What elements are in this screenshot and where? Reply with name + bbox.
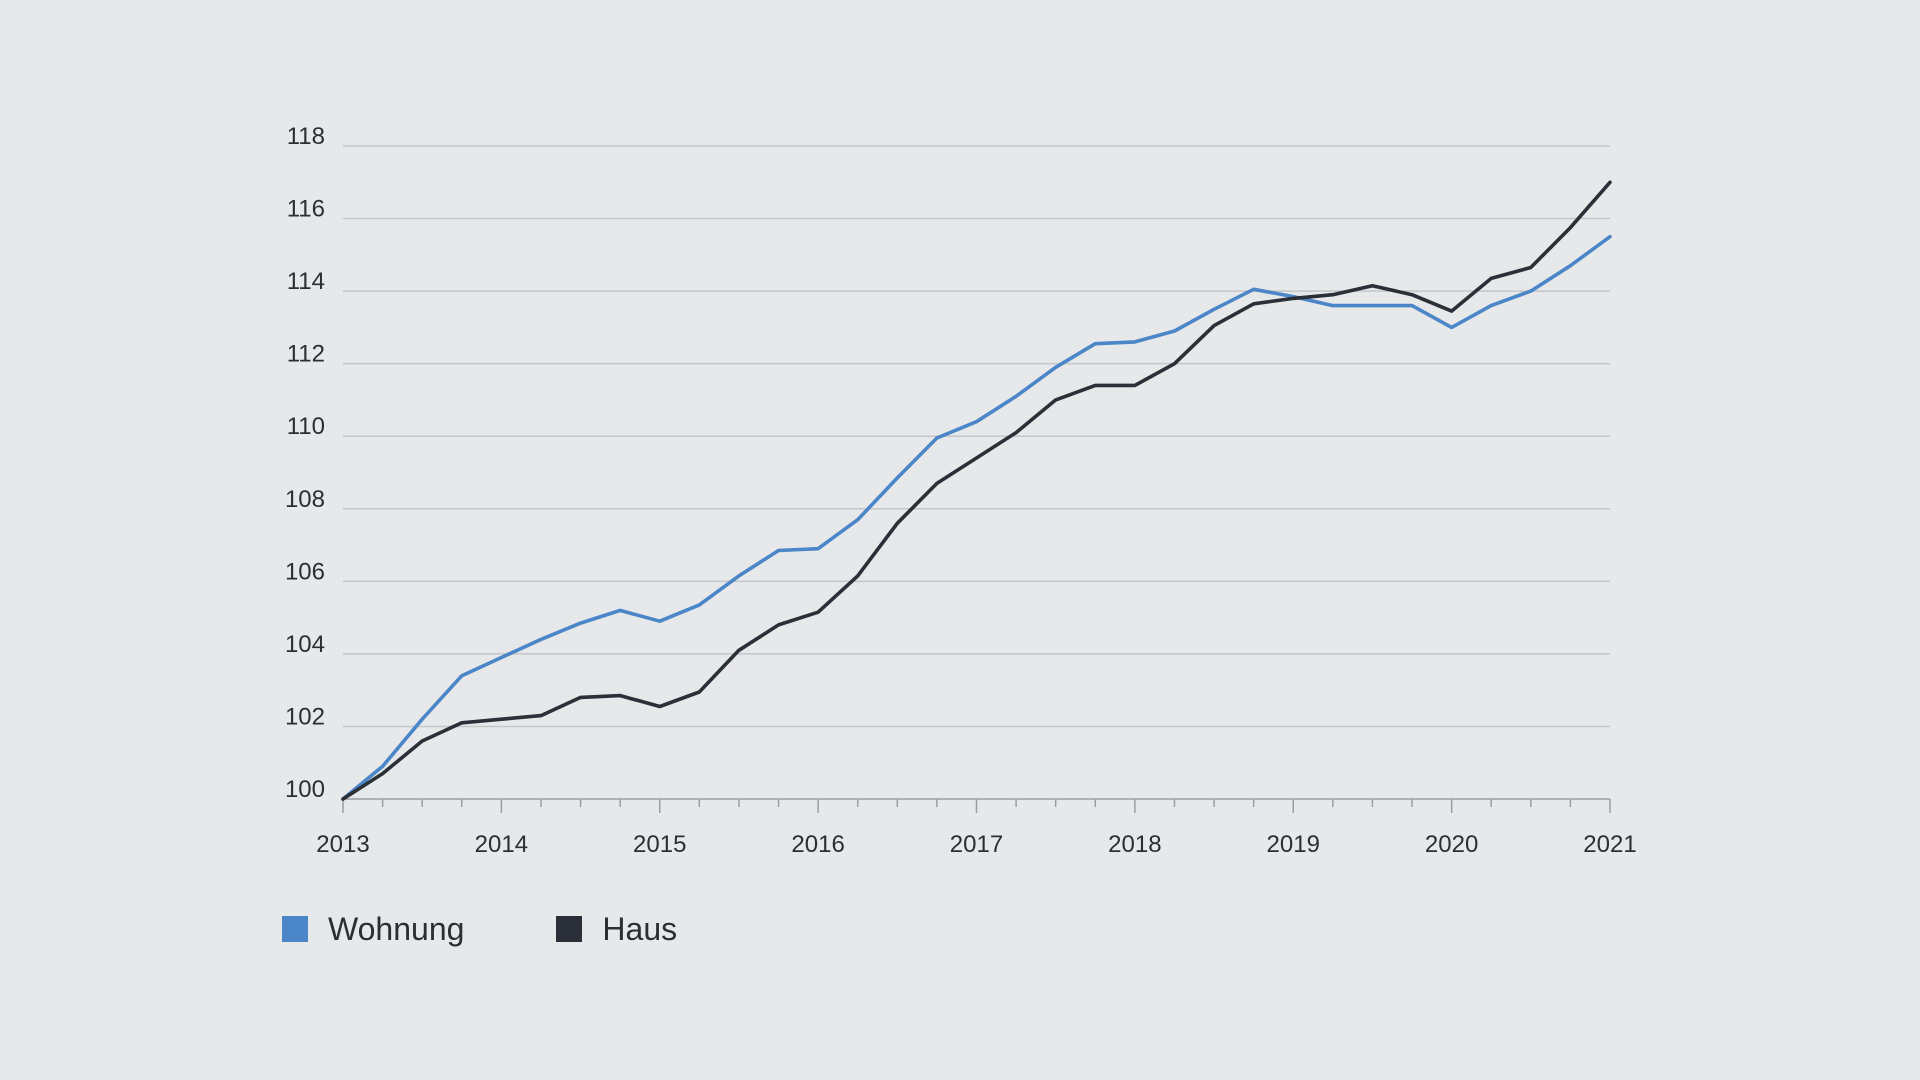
y-tick-label-112: 112: [287, 341, 325, 368]
legend-item-wohnung: Wohnung: [282, 911, 464, 948]
legend-label-haus: Haus: [602, 910, 678, 947]
y-tick-label-116: 116: [287, 196, 325, 223]
y-tick-label-114: 114: [287, 268, 325, 295]
y-tick-label-108: 108: [285, 486, 325, 513]
legend: Wohnung Haus: [282, 904, 677, 954]
series-line-wohnung: [341, 234, 1612, 801]
x-tick-label-2021: 2021: [1583, 831, 1636, 858]
legend-label-wohnung: Wohnung: [328, 910, 465, 947]
legend-item-haus: Haus: [556, 911, 677, 948]
series-lines: [341, 180, 1612, 801]
legend-swatch-wohnung: [282, 916, 308, 942]
x-tick-label-2019: 2019: [1267, 831, 1320, 858]
y-axis-tick-labels: 100 102 104 106 108 110 112 114 116 118: [285, 123, 325, 803]
legend-swatch-haus: [556, 916, 583, 942]
y-tick-label-102: 102: [285, 703, 325, 730]
y-tick-label-110: 110: [287, 413, 325, 440]
x-tick-label-2015: 2015: [633, 831, 686, 858]
x-axis-tick-labels: 2013 2014 2015 2016 2017 2018 2019 2020 2021: [316, 831, 1636, 858]
y-tick-label-100: 100: [285, 776, 325, 803]
y-tick-label-106: 106: [285, 558, 325, 585]
y-tick-label-118: 118: [287, 123, 325, 150]
x-tick-label-2016: 2016: [791, 831, 844, 858]
x-tick-label-2018: 2018: [1108, 831, 1161, 858]
x-axis: [342, 798, 1611, 813]
x-tick-label-2013: 2013: [316, 831, 369, 858]
x-tick-label-2020: 2020: [1425, 831, 1478, 858]
gridlines: [343, 145, 1610, 728]
x-tick-label-2014: 2014: [475, 831, 528, 858]
series-line-haus: [341, 180, 1612, 801]
x-tick-label-2017: 2017: [950, 831, 1003, 858]
y-tick-label-104: 104: [285, 631, 325, 658]
